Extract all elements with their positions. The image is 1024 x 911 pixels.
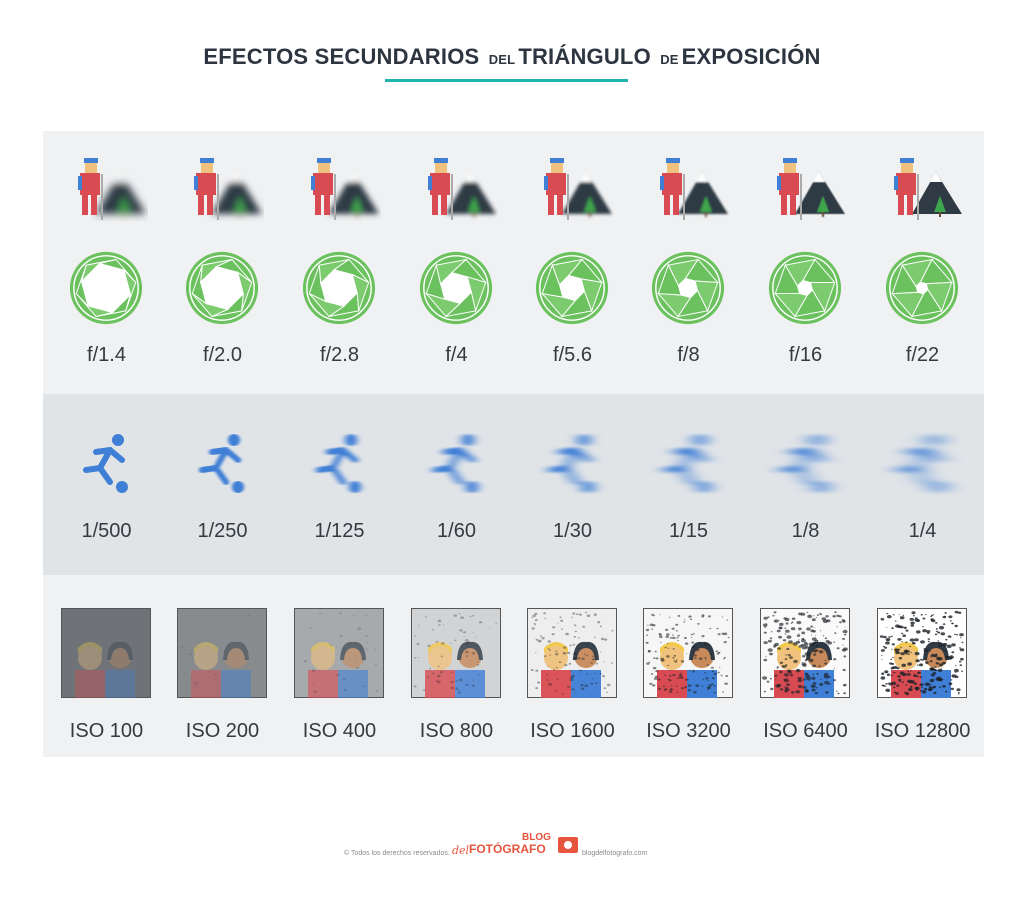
aperture-label: f/5.6 bbox=[553, 344, 592, 366]
shutter-label: 1/250 bbox=[197, 520, 248, 542]
iso-thumbnail bbox=[61, 608, 151, 703]
iso-thumbnail bbox=[643, 608, 733, 703]
runner-icon bbox=[56, 432, 156, 501]
iso-thumbnail bbox=[877, 608, 967, 703]
title-part-1: EFECTOS SECUNDARIOS bbox=[203, 44, 480, 69]
camera-icon bbox=[558, 837, 578, 853]
runner-icon bbox=[172, 432, 272, 501]
shutter-panel bbox=[43, 394, 984, 575]
aperture-icon bbox=[883, 249, 961, 332]
shutter-label: 1/30 bbox=[553, 520, 592, 542]
runner-icon bbox=[522, 432, 622, 501]
runner-icon bbox=[755, 432, 855, 501]
aperture-label: f/4 bbox=[445, 344, 468, 366]
iso-label: ISO 1600 bbox=[530, 720, 615, 742]
aperture-label: f/8 bbox=[677, 344, 700, 366]
brand-blog: BLOG bbox=[522, 832, 551, 843]
title-part-2: DEL bbox=[488, 52, 516, 67]
footer-site: blogdelfotografo.com bbox=[582, 850, 648, 857]
title-part-5: EXPOSICIÓN bbox=[681, 44, 821, 69]
iso-label: ISO 12800 bbox=[874, 720, 971, 742]
iso-label: ISO 100 bbox=[69, 720, 144, 742]
iso-label: ISO 200 bbox=[185, 720, 260, 742]
aperture-label: f/22 bbox=[905, 344, 940, 366]
shutter-label: 1/125 bbox=[314, 520, 365, 542]
aperture-icon bbox=[183, 249, 261, 332]
aperture-icon bbox=[533, 249, 611, 332]
runner-icon bbox=[872, 432, 972, 501]
title-part-3: TRIÁNGULO bbox=[518, 44, 651, 69]
hiker-mountain-icon bbox=[767, 158, 847, 235]
aperture-label: f/1.4 bbox=[87, 344, 126, 366]
title-underline bbox=[385, 79, 628, 82]
footer-rights: © Todos los derechos reservados. bbox=[344, 850, 450, 857]
hiker-mountain-icon bbox=[301, 158, 381, 235]
shutter-label: 1/4 bbox=[908, 520, 937, 542]
shutter-label: 1/15 bbox=[669, 520, 708, 542]
aperture-icon bbox=[300, 249, 378, 332]
page-title: EFECTOS SECUNDARIOS DEL TRIÁNGULO DE EXPOS… bbox=[0, 44, 1024, 70]
shutter-label: 1/60 bbox=[437, 520, 476, 542]
runner-icon bbox=[638, 432, 738, 501]
hiker-mountain-icon bbox=[184, 158, 264, 235]
aperture-icon bbox=[417, 249, 495, 332]
shutter-label: 1/500 bbox=[81, 520, 132, 542]
iso-label: ISO 3200 bbox=[646, 720, 731, 742]
aperture-icon bbox=[766, 249, 844, 332]
title-part-4: DE bbox=[660, 52, 679, 67]
shutter-label: 1/8 bbox=[791, 520, 820, 542]
iso-thumbnail bbox=[411, 608, 501, 703]
brand-del: del bbox=[452, 844, 470, 857]
runner-icon bbox=[406, 432, 506, 501]
aperture-icon bbox=[67, 249, 145, 332]
hiker-mountain-icon bbox=[650, 158, 730, 235]
iso-label: ISO 800 bbox=[419, 720, 494, 742]
aperture-label: f/2.8 bbox=[320, 344, 359, 366]
hiker-mountain-icon bbox=[418, 158, 498, 235]
aperture-icon bbox=[649, 249, 727, 332]
hiker-mountain-icon bbox=[884, 158, 964, 235]
aperture-label: f/2.0 bbox=[203, 344, 242, 366]
iso-label: ISO 400 bbox=[302, 720, 377, 742]
brand-name: FOTÓGRAFO bbox=[469, 842, 546, 856]
iso-thumbnail bbox=[177, 608, 267, 703]
iso-label: ISO 6400 bbox=[763, 720, 848, 742]
iso-thumbnail bbox=[760, 608, 850, 703]
hiker-mountain-icon bbox=[68, 158, 148, 235]
aperture-label: f/16 bbox=[788, 344, 823, 366]
runner-icon bbox=[289, 432, 389, 501]
hiker-mountain-icon bbox=[534, 158, 614, 235]
iso-thumbnail bbox=[294, 608, 384, 703]
iso-thumbnail bbox=[527, 608, 617, 703]
